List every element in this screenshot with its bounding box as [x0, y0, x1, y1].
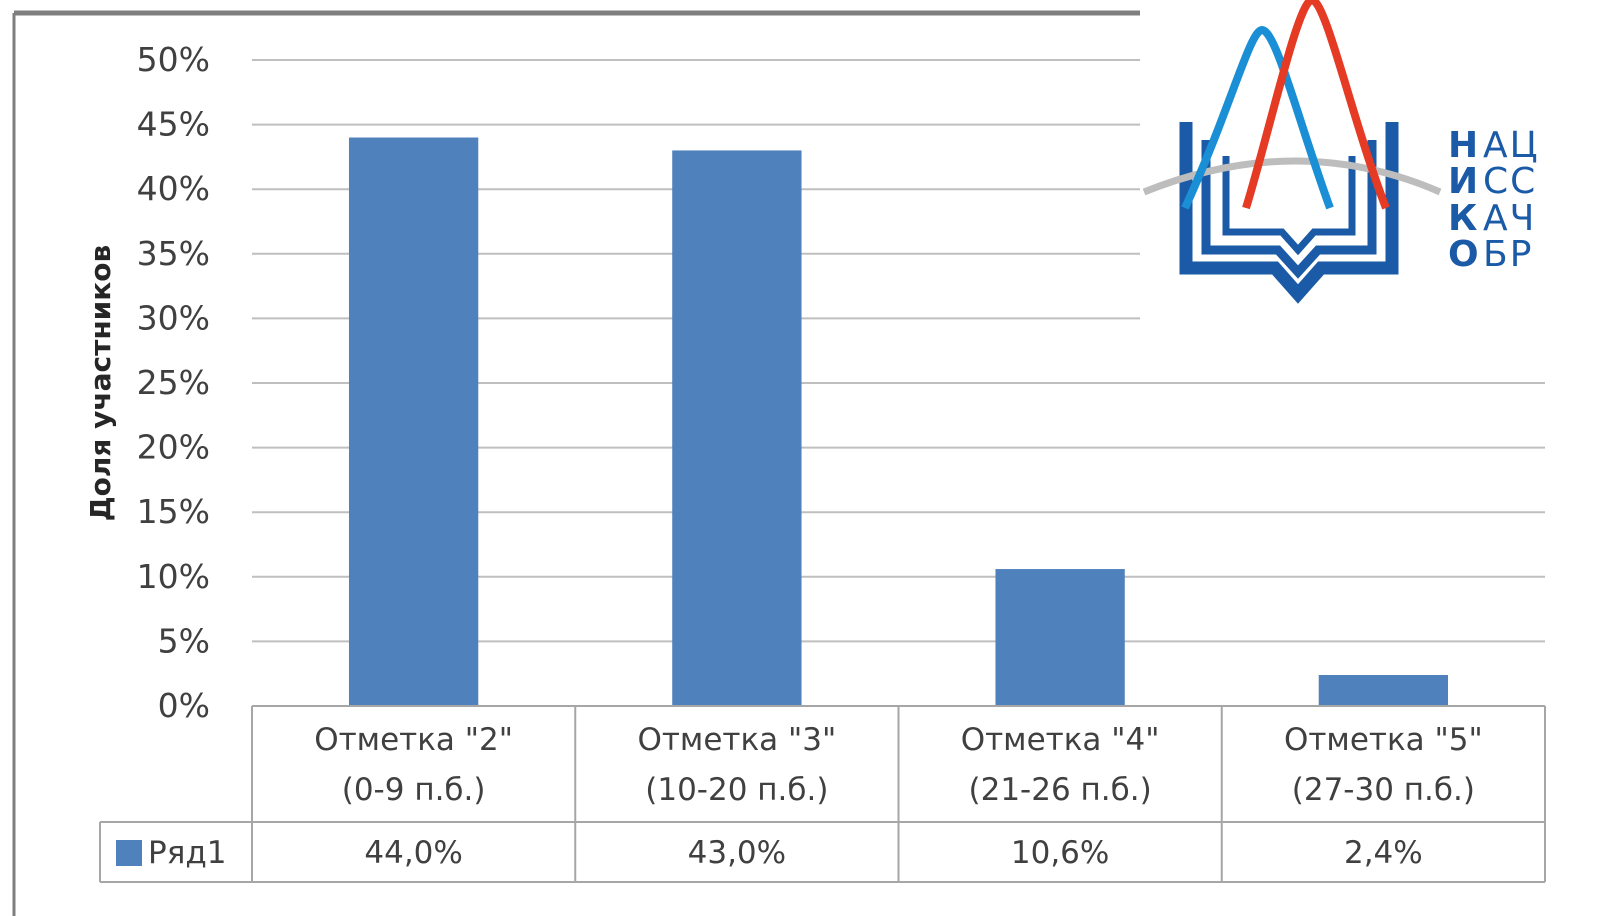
x-category-label: (0-9 п.б.)	[342, 772, 486, 808]
y-axis-label: Доля участников	[84, 245, 117, 522]
y-tick-label: 20%	[137, 428, 210, 467]
x-category-label: (27-30 п.б.)	[1292, 772, 1475, 808]
y-tick-label: 0%	[158, 686, 210, 725]
svg-text:АЧ: АЧ	[1483, 198, 1536, 239]
svg-text:Н: Н	[1448, 125, 1478, 166]
y-tick-label: 10%	[137, 557, 210, 596]
data-table: Отметка "2" (0-9 п.б.) 44,0% Отметка "3" (10…	[99, 705, 1546, 883]
bar	[348, 137, 479, 706]
svg-text:К: К	[1448, 198, 1477, 239]
bar	[1318, 674, 1449, 706]
y-tick-label: 45%	[137, 105, 210, 144]
y-axis-ticks: 0% 5% 10% 15% 20% 25% 30% 35% 40% 45% 50%	[137, 40, 210, 725]
svg-text:АЦ: АЦ	[1483, 125, 1540, 166]
x-category-label: (21-26 п.б.)	[969, 772, 1152, 808]
data-table-value: 2,4%	[1344, 835, 1423, 871]
data-table-value: 10,6%	[1011, 835, 1109, 871]
x-category-label: Отметка "2"	[314, 722, 513, 758]
y-tick-label: 25%	[137, 363, 210, 402]
y-tick-label: 35%	[137, 234, 210, 273]
svg-text:СС: СС	[1483, 161, 1537, 202]
y-tick-label: 30%	[137, 298, 210, 337]
svg-text:БР: БР	[1483, 234, 1533, 275]
x-category-label: Отметка "3"	[637, 722, 836, 758]
y-tick-label: 40%	[137, 169, 210, 208]
institution-logo: Н АЦ И СС К АЧ О БР	[1140, 0, 1598, 320]
bar	[672, 150, 802, 706]
logo-book-emblem	[1142, 0, 1442, 304]
legend-series-name: Ряд1	[148, 835, 227, 871]
svg-text:И: И	[1448, 161, 1478, 202]
x-category-label: Отметка "5"	[1284, 722, 1483, 758]
y-tick-label: 50%	[137, 40, 210, 79]
x-category-label: (10-20 п.б.)	[645, 772, 828, 808]
legend-swatch	[116, 840, 142, 866]
data-table-value: 44,0%	[364, 835, 462, 871]
svg-text:О: О	[1448, 234, 1479, 275]
y-tick-label: 15%	[137, 492, 210, 531]
logo-wordmark: Н АЦ И СС К АЧ О БР	[1448, 125, 1540, 275]
x-category-label: Отметка "4"	[961, 722, 1160, 758]
bar	[995, 569, 1125, 706]
bars	[348, 137, 1449, 706]
data-table-value: 43,0%	[688, 835, 786, 871]
y-tick-label: 5%	[158, 621, 210, 660]
